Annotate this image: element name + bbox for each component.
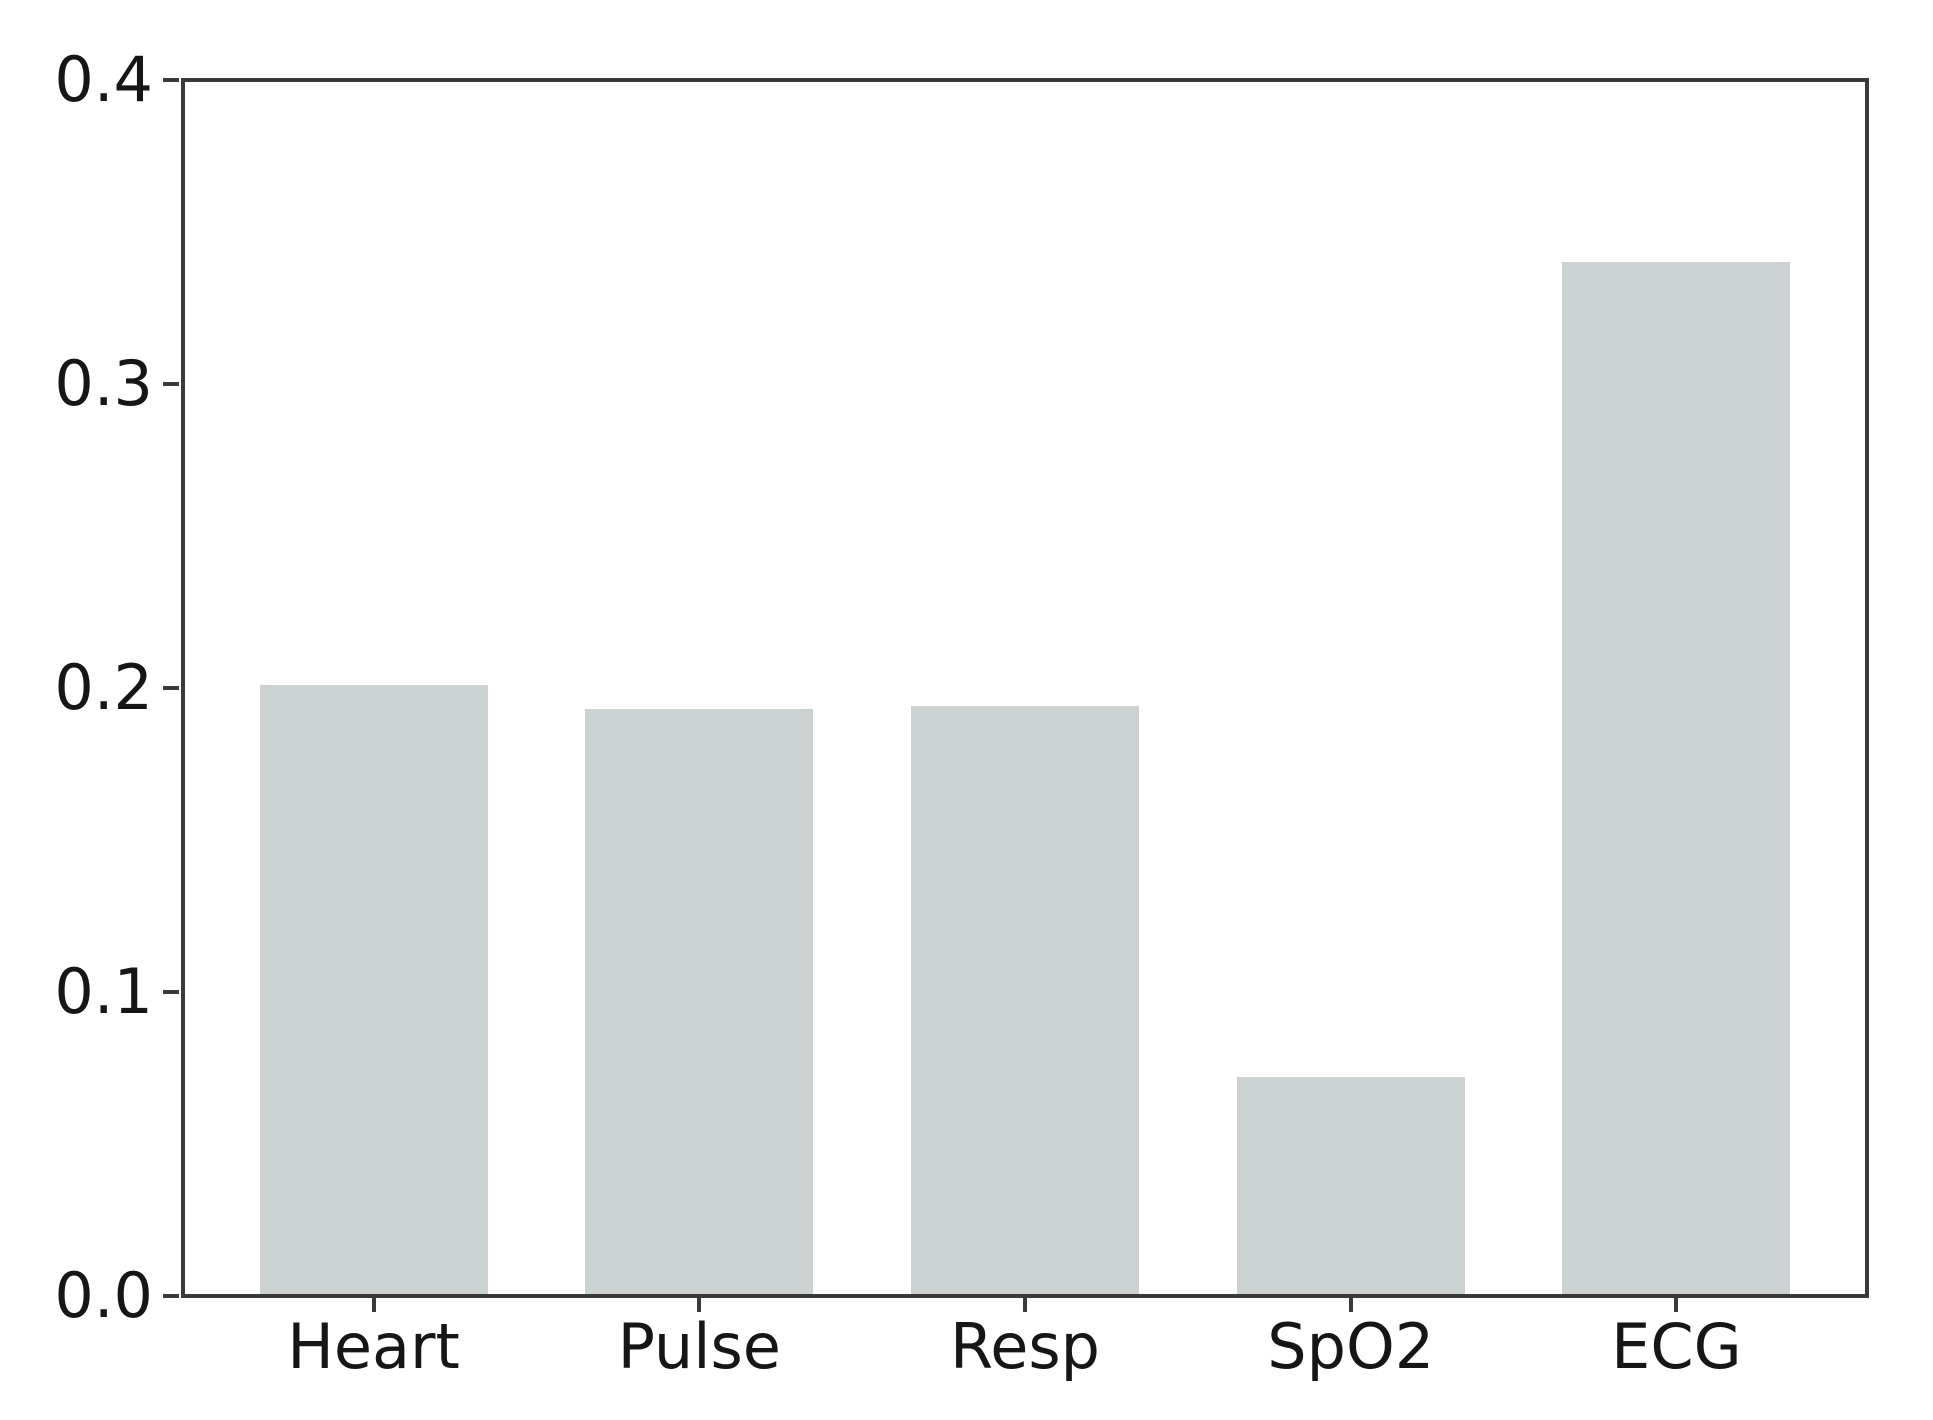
bar-resp [910,706,1139,1296]
x-tick-label: ECG [1611,1310,1742,1383]
x-tick-label: Resp [949,1310,1101,1383]
y-tick-label: 0.0 [54,1259,153,1332]
x-tick-label: SpO2 [1267,1310,1435,1383]
y-tick-mark [163,990,179,994]
bar-heart [259,684,488,1296]
y-tick-label: 0.4 [54,43,153,116]
x-tick-mark [1023,1298,1027,1312]
y-tick-mark [163,382,179,386]
y-tick-label: 0.3 [54,347,153,420]
x-tick-mark [697,1298,702,1312]
bar-spo2 [1236,1077,1465,1296]
x-tick-mark [371,1298,376,1312]
y-tick-mark [163,78,179,82]
x-tick-label: Pulse [617,1310,781,1383]
x-tick-mark [1674,1298,1679,1312]
y-tick-mark [163,686,179,690]
y-tick-label: 0.1 [54,955,153,1028]
x-tick-mark [1348,1298,1353,1312]
y-tick-label: 0.2 [54,651,153,724]
x-tick-label: Heart [287,1310,460,1383]
bar-pulse [585,709,814,1296]
bar-ecg [1562,262,1791,1296]
y-tick-mark [163,1294,179,1298]
